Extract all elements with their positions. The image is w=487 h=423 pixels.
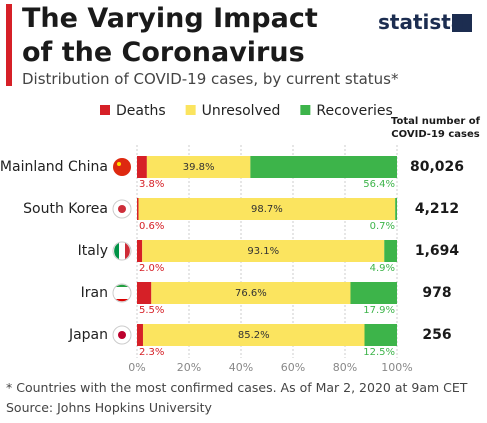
value-label: 76.6% [235, 288, 267, 299]
value-label: 85.2% [238, 330, 270, 341]
logo: statista [378, 10, 465, 34]
legend-label: Recoveries [316, 103, 392, 119]
flag [113, 158, 131, 176]
y-tick-label: South Korea [23, 201, 108, 217]
accent-bar [6, 4, 12, 86]
y-tick-label: Iran [81, 285, 108, 301]
chart-subtitle: Distribution of COVID-19 cases, by curre… [22, 70, 399, 88]
bar-segment [364, 324, 397, 346]
total-value: 4,212 [415, 201, 459, 217]
flag [114, 243, 119, 259]
x-tick-label: 0% [128, 361, 145, 374]
value-label: 2.3% [139, 347, 164, 358]
flags [112, 158, 132, 345]
legend-swatch [300, 105, 311, 115]
flag [117, 162, 121, 166]
x-tick-label: 40% [229, 361, 253, 374]
total-value: 1,694 [415, 243, 460, 259]
value-label: 56.4% [363, 179, 395, 190]
footnote: * Countries with the most confirmed case… [6, 380, 468, 395]
bar-segment [384, 240, 397, 262]
x-tick-label: 80% [333, 361, 357, 374]
x-tick-label: 20% [177, 361, 201, 374]
value-label: 17.9% [363, 305, 395, 316]
x-tick-label: 60% [281, 361, 305, 374]
legend-swatch [100, 105, 110, 115]
bar-segment [137, 282, 152, 304]
legend-swatch [185, 105, 196, 115]
value-label: 4.9% [370, 263, 395, 274]
totals-header: Total number of COVID-19 cases [390, 116, 481, 140]
bar-segment [137, 240, 143, 262]
bar-segment [137, 198, 139, 220]
total-value: 256 [422, 327, 451, 343]
legend-label: Deaths [116, 103, 166, 119]
value-label: 93.1% [247, 246, 279, 257]
value-label: 0.6% [139, 221, 164, 232]
bar-segment [395, 198, 397, 220]
bar-segment [138, 198, 396, 220]
value-label: 12.5% [363, 347, 395, 358]
value-label: 39.8% [183, 162, 215, 173]
y-tick-label: Japan [68, 327, 108, 343]
logo-icon [452, 14, 472, 32]
value-label: 5.5% [139, 305, 164, 316]
bar-segment [250, 156, 397, 178]
total-value: 80,026 [410, 159, 464, 175]
bar-segment [146, 156, 251, 178]
y-tick-label: Italy [78, 243, 108, 259]
value-label: 98.7% [251, 204, 283, 215]
bar-segment [142, 324, 365, 346]
value-label: 0.7% [370, 221, 395, 232]
source: Source: Johns Hopkins University [6, 400, 212, 415]
flag [116, 284, 128, 287]
flag [118, 205, 126, 213]
x-tick-label: 100% [381, 361, 412, 374]
flag [125, 243, 130, 259]
chart-title: The Varying Impact of the Coronavirus [22, 3, 318, 68]
value-label: 3.8% [139, 179, 164, 190]
flag [112, 283, 132, 303]
flag [116, 299, 128, 302]
y-tick-label: Mainland China [0, 159, 108, 175]
value-label: 2.0% [139, 263, 164, 274]
bar-segment [137, 156, 147, 178]
bar-segment [350, 282, 397, 304]
total-value: 978 [422, 285, 451, 301]
bar-segment [137, 324, 143, 346]
legend-label: Unresolved [202, 103, 281, 119]
bar-segment [142, 240, 385, 262]
flag [118, 331, 126, 339]
bar-segment [151, 282, 351, 304]
